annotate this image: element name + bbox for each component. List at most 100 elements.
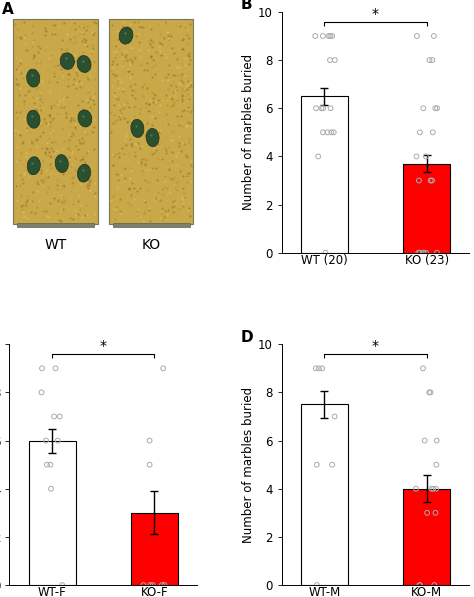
- Point: [419, 364, 427, 373]
- Bar: [131, 513, 178, 585]
- Point: [140, 580, 147, 590]
- Point: [146, 436, 154, 445]
- Ellipse shape: [77, 164, 91, 182]
- Point: [52, 364, 59, 373]
- Point: [423, 508, 431, 518]
- Bar: [403, 164, 450, 253]
- Point: [43, 460, 51, 469]
- Point: [419, 103, 427, 113]
- Bar: [301, 96, 348, 253]
- Point: [415, 176, 423, 185]
- Text: *: *: [100, 340, 107, 353]
- Point: [420, 248, 428, 257]
- Point: [412, 484, 420, 494]
- Point: [315, 364, 323, 373]
- Bar: [13, 19, 98, 224]
- Point: [318, 103, 325, 113]
- Bar: [403, 489, 450, 585]
- Point: [416, 580, 424, 590]
- Point: [428, 56, 436, 65]
- Point: [158, 580, 166, 590]
- Bar: [17, 223, 94, 227]
- Y-axis label: Number of marbles buried: Number of marbles buried: [242, 54, 255, 210]
- Point: [428, 176, 436, 185]
- Ellipse shape: [60, 53, 74, 69]
- Text: D: D: [240, 330, 253, 345]
- Point: [319, 364, 326, 373]
- Y-axis label: Number of marbles buried: Number of marbles buried: [242, 387, 255, 543]
- Ellipse shape: [55, 155, 68, 173]
- Ellipse shape: [77, 56, 91, 72]
- Point: [330, 128, 337, 137]
- Ellipse shape: [27, 69, 40, 87]
- Point: [327, 103, 334, 113]
- Text: KO: KO: [142, 238, 161, 253]
- Point: [416, 248, 423, 257]
- Text: *: *: [372, 340, 379, 353]
- Point: [46, 460, 54, 469]
- Ellipse shape: [78, 110, 92, 127]
- Point: [432, 484, 440, 494]
- Point: [427, 176, 435, 185]
- Point: [425, 387, 433, 397]
- Ellipse shape: [27, 110, 40, 128]
- Point: [319, 128, 327, 137]
- Point: [422, 248, 430, 257]
- Point: [54, 436, 62, 445]
- Point: [319, 103, 327, 113]
- Point: [415, 248, 422, 257]
- Point: [312, 364, 319, 373]
- Point: [325, 31, 332, 41]
- Point: [38, 364, 46, 373]
- Point: [421, 436, 428, 445]
- Point: [146, 460, 154, 469]
- Point: [431, 103, 439, 113]
- Point: [328, 460, 336, 469]
- Point: [328, 31, 336, 41]
- Point: [433, 460, 440, 469]
- Point: [429, 128, 437, 137]
- Text: *: *: [372, 7, 379, 21]
- Point: [313, 460, 320, 469]
- Point: [433, 103, 441, 113]
- Point: [312, 103, 320, 113]
- Point: [50, 412, 58, 421]
- Point: [146, 580, 154, 590]
- Bar: [28, 441, 75, 585]
- Point: [416, 128, 424, 137]
- Point: [38, 387, 46, 397]
- Point: [430, 580, 438, 590]
- Point: [42, 436, 50, 445]
- Point: [149, 580, 156, 590]
- Point: [322, 248, 329, 257]
- Point: [428, 484, 435, 494]
- Point: [419, 248, 427, 257]
- Point: [413, 31, 421, 41]
- Text: A: A: [2, 2, 14, 17]
- Point: [426, 56, 433, 65]
- Ellipse shape: [146, 128, 159, 147]
- Point: [328, 128, 335, 137]
- Point: [432, 508, 439, 518]
- Point: [430, 31, 438, 41]
- Bar: [109, 19, 193, 224]
- Point: [416, 580, 423, 590]
- Point: [56, 412, 64, 421]
- Point: [433, 436, 440, 445]
- Text: WT: WT: [45, 238, 66, 253]
- Point: [331, 412, 338, 421]
- Point: [413, 152, 420, 161]
- Ellipse shape: [131, 119, 144, 137]
- Point: [58, 580, 66, 590]
- Point: [161, 580, 168, 590]
- Point: [327, 31, 334, 41]
- Ellipse shape: [119, 27, 133, 44]
- Point: [331, 56, 338, 65]
- Text: B: B: [240, 0, 252, 13]
- Ellipse shape: [27, 157, 40, 175]
- Point: [319, 31, 327, 41]
- Point: [47, 484, 55, 494]
- Point: [314, 152, 322, 161]
- Point: [429, 484, 437, 494]
- Point: [324, 128, 331, 137]
